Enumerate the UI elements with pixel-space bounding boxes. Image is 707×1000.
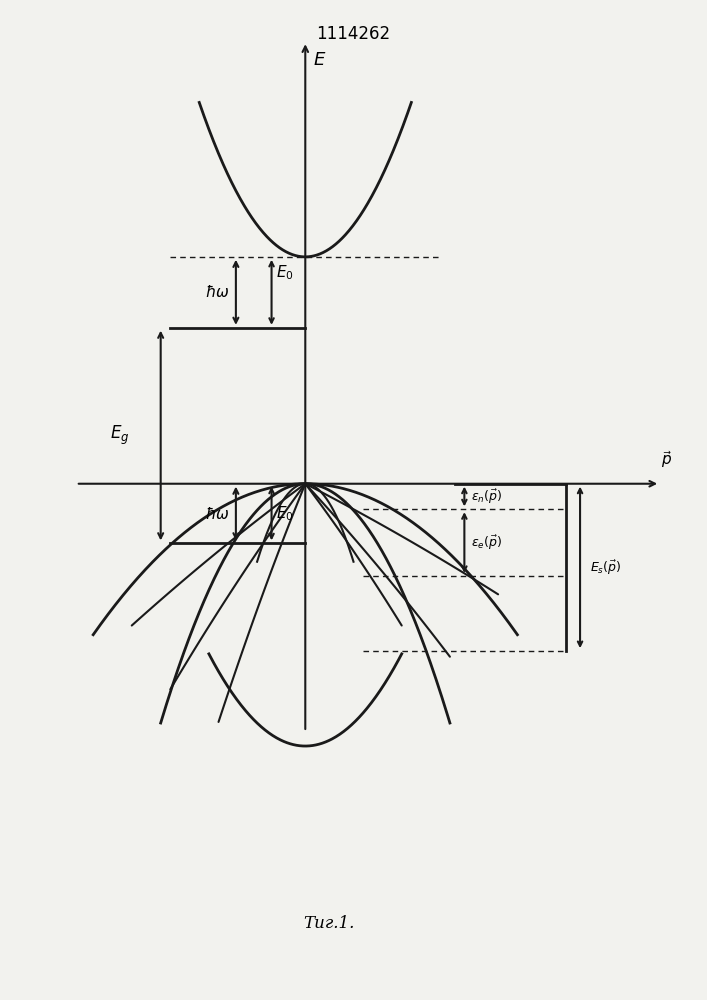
Text: $E_g$: $E_g$ bbox=[110, 424, 130, 447]
Text: Τиг.1.: Τиг.1. bbox=[304, 915, 355, 932]
Text: $\vec{p}$: $\vec{p}$ bbox=[661, 449, 672, 470]
Text: 1114262: 1114262 bbox=[317, 25, 390, 43]
Text: $\hbar\omega$: $\hbar\omega$ bbox=[206, 506, 230, 522]
Text: $\hbar\omega$: $\hbar\omega$ bbox=[206, 284, 230, 300]
Text: $E_s(\vec{p})$: $E_s(\vec{p})$ bbox=[590, 558, 621, 577]
Text: $\varepsilon_n(\vec{p})$: $\varepsilon_n(\vec{p})$ bbox=[471, 487, 503, 506]
Text: $E_0$: $E_0$ bbox=[276, 504, 294, 523]
Text: $E$: $E$ bbox=[313, 51, 327, 69]
Text: $\varepsilon_e(\vec{p})$: $\varepsilon_e(\vec{p})$ bbox=[471, 533, 502, 552]
Text: $E_0$: $E_0$ bbox=[276, 264, 294, 282]
